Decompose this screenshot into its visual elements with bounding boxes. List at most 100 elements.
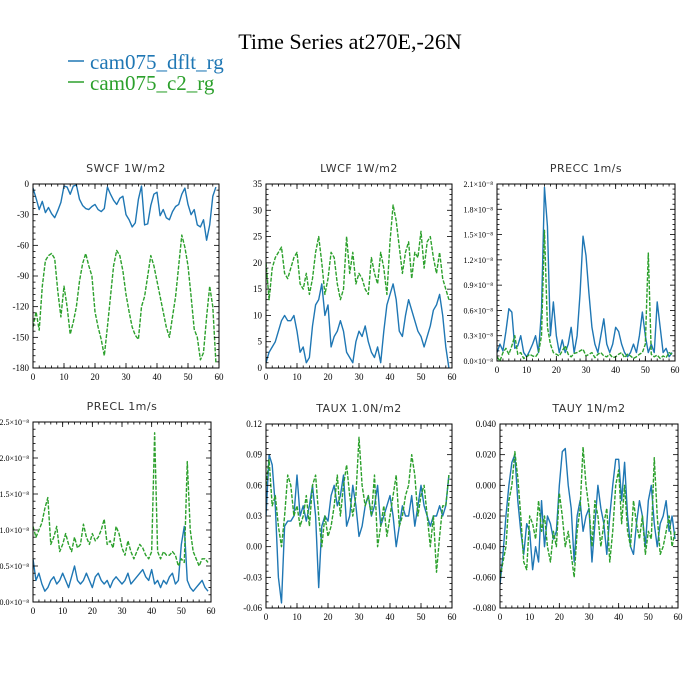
y-tick-label-lwcf: 0: [258, 363, 263, 373]
y-tick-label-swcf: -180: [13, 363, 30, 373]
x-tick-label-swcf: 60: [215, 372, 225, 382]
x-tick-label-lwcf: 40: [386, 372, 396, 382]
y-tick-label-lwcf: 25: [253, 232, 263, 242]
y-tick-label-taux: 0.09: [246, 450, 262, 460]
panel-title-lwcf: LWCF 1W/m2: [320, 162, 398, 175]
x-tick-label-tauy: 0: [498, 612, 503, 622]
legend-item-c2: cam075_c2_rg: [68, 71, 215, 95]
panel-title-precc: PRECC 1m/s: [550, 162, 622, 175]
panel-title-swcf: SWCF 1W/m2: [86, 162, 166, 175]
x-tick-label-precc: 0: [495, 365, 500, 375]
x-tick-label-swcf: 50: [184, 372, 194, 382]
y-tick-label-tauy: -0.020: [473, 511, 497, 521]
x-tick-label-precl: 20: [88, 606, 98, 616]
x-tick-label-precl: 30: [118, 606, 128, 616]
x-tick-label-swcf: 30: [122, 372, 132, 382]
x-tick-label-precl: 50: [177, 606, 187, 616]
y-tick-label-taux: -0.06: [243, 603, 262, 613]
x-tick-label-lwcf: 0: [264, 372, 269, 382]
series-line-swcf-cam075-dflt-rg: [33, 184, 217, 241]
y-tick-label-precc: 0.9×10⁻⁸: [463, 281, 493, 290]
y-tick-label-lwcf: 35: [253, 179, 263, 189]
series-line-precl-cam075-dflt-rg: [33, 525, 209, 592]
legend-label-c2: cam075_c2_rg: [90, 71, 215, 95]
panel-lwcf: LWCF 1W/m2 0 10 20 30 40 50 60 0 5 10 15 20 25 30 35: [253, 162, 457, 382]
x-tick-label-tauy: 50: [644, 612, 654, 622]
series-line-taux-cam075-dflt-rg: [266, 453, 450, 604]
x-tick-label-precc: 40: [611, 365, 621, 375]
figure-title: Time Series at270E,-26N: [238, 29, 462, 54]
panel-title-tauy: TAUY 1N/m2: [551, 402, 625, 415]
x-tick-label-lwcf: 30: [355, 372, 365, 382]
x-tick-label-precc: 30: [582, 365, 592, 375]
x-tick-label-taux: 30: [355, 612, 365, 622]
x-tick-label-taux: 10: [293, 612, 303, 622]
x-tick-label-taux: 0: [264, 612, 269, 622]
y-tick-label-swcf: -60: [17, 240, 29, 250]
y-tick-label-lwcf: 5: [258, 337, 263, 347]
x-tick-label-swcf: 20: [91, 372, 101, 382]
panels: SWCF 1W/m20 10 20 30 40 50 60-180-150-120-90-6…: [0, 162, 683, 622]
x-tick-label-precc: 20: [552, 365, 562, 375]
x-tick-label-taux: 50: [417, 612, 427, 622]
x-tick-label-precc: 50: [641, 365, 651, 375]
panel-tauy: TAUY 1N/m2 0 10 20 30 40 50 60 -0.080 -0.060 -0.04…: [473, 402, 683, 622]
panel-precc: PRECC 1m/s 0 10 20 30 40 50 60 0.0×10⁻⁸ 0.3×10⁻⁸ 0…: [463, 162, 680, 375]
y-tick-label-lwcf: 20: [253, 258, 263, 268]
series-line-precl-cam075-c2-rg: [33, 432, 209, 567]
series-line-lwcf-cam075-dflt-rg: [266, 283, 450, 368]
legend-item-dflt: cam075_dflt_rg: [68, 50, 224, 74]
series-line-taux-cam075-c2-rg: [266, 436, 450, 573]
x-tick-label-precl: 40: [147, 606, 157, 616]
panel-taux: TAUX 1.0N/m2 0 10 20 30 40 50 60 -0.06 -0.03 0.00 0…: [243, 402, 457, 622]
x-tick-label-taux: 40: [386, 612, 396, 622]
y-tick-label-lwcf: 15: [253, 284, 263, 294]
y-tick-label-swcf: -90: [17, 271, 29, 281]
series-line-precc-cam075-c2-rg: [497, 229, 673, 361]
panel-swcf: SWCF 1W/m2 0 10 20 30 40 50 60 -180 -150 -120 -90 -6…: [13, 162, 225, 382]
y-tick-label-tauy: 0.020: [476, 450, 497, 460]
y-tick-label-taux: 0.03: [246, 511, 262, 521]
y-tick-label-precc: 2.1×10⁻⁸: [463, 180, 493, 189]
legend-label-dflt: cam075_dflt_rg: [90, 50, 224, 74]
y-tick-label-precc: 0.6×10⁻⁸: [463, 306, 493, 315]
panel-title-precl: PRECL 1m/s: [87, 400, 158, 413]
x-tick-label-lwcf: 60: [448, 372, 458, 382]
y-tick-label-swcf: -30: [17, 210, 29, 220]
y-tick-label-swcf: -120: [13, 302, 30, 312]
y-tick-label-precl: 1.0×10⁻⁸: [0, 526, 29, 535]
series-line-precc-cam075-dflt-rg: [497, 186, 673, 358]
x-tick-label-swcf: 10: [60, 372, 70, 382]
x-tick-label-precc: 10: [522, 365, 532, 375]
y-tick-label-precl: 1.5×10⁻⁸: [0, 490, 29, 499]
y-tick-label-taux: 0.12: [246, 419, 262, 429]
panel-frame-precl: [32, 421, 212, 603]
y-tick-label-tauy: 0.040: [476, 419, 497, 429]
x-tick-label-tauy: 40: [614, 612, 624, 622]
x-tick-label-swcf: 0: [31, 372, 36, 382]
x-tick-label-precc: 60: [671, 365, 681, 375]
y-tick-label-precl: 0.5×10⁻⁸: [0, 562, 29, 571]
x-tick-label-tauy: 10: [525, 612, 535, 622]
y-tick-label-precc: 1.5×10⁻⁸: [463, 231, 493, 240]
y-tick-label-tauy: -0.040: [473, 542, 497, 552]
y-tick-label-lwcf: 10: [253, 310, 263, 320]
x-tick-label-precl: 0: [31, 606, 36, 616]
x-tick-label-lwcf: 10: [293, 372, 303, 382]
x-tick-label-swcf: 40: [153, 372, 163, 382]
y-tick-label-tauy: 0.000: [476, 480, 497, 490]
x-tick-label-precl: 60: [207, 606, 217, 616]
x-tick-label-lwcf: 20: [324, 372, 334, 382]
y-tick-label-taux: 0.06: [246, 480, 262, 490]
y-tick-label-precc: 1.2×10⁻⁸: [463, 256, 493, 265]
x-tick-label-tauy: 20: [555, 612, 565, 622]
series-line-lwcf-cam075-c2-rg: [266, 204, 450, 301]
y-tick-label-tauy: -0.080: [473, 603, 497, 613]
x-tick-label-taux: 20: [324, 612, 334, 622]
series-line-tauy-cam075-dflt-rg: [500, 447, 676, 586]
x-tick-label-lwcf: 50: [417, 372, 427, 382]
panel-precl: PRECL 1m/s 0 10 20 30 40 50 60 0.0×10⁻⁸ 0.5×10⁻⁸ 1…: [0, 400, 216, 616]
x-tick-label-tauy: 30: [585, 612, 595, 622]
y-tick-label-precl: 2.0×10⁻⁸: [0, 454, 29, 463]
y-tick-label-precc: 0.0×10⁻⁸: [463, 357, 493, 366]
